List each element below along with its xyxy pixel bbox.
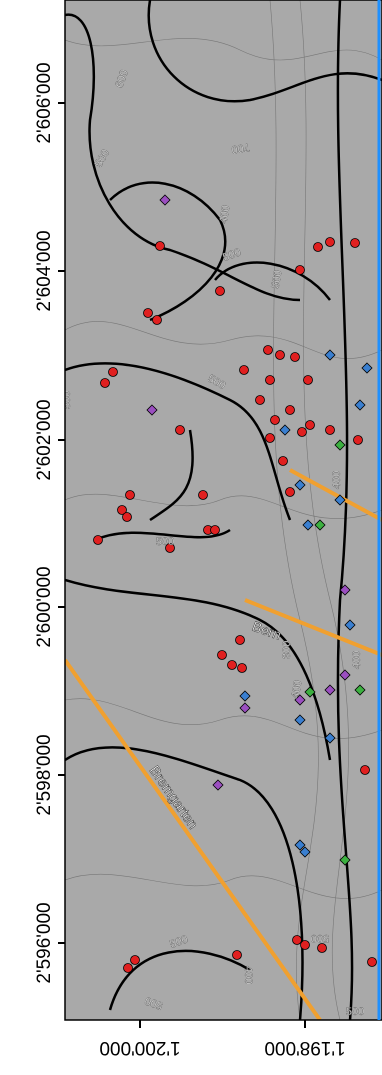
site-marker: [326, 426, 335, 435]
site-marker: [123, 513, 132, 522]
site-marker: [131, 956, 140, 965]
y-tick-label: 2'600'000: [34, 566, 55, 647]
contour-label: 400: [242, 966, 254, 984]
site-marker: [101, 379, 110, 388]
contour-label: 400: [351, 651, 363, 669]
site-marker: [361, 766, 370, 775]
contour-label: 300: [281, 641, 293, 659]
site-marker: [199, 491, 208, 500]
contour-label: 500: [311, 932, 329, 944]
site-marker: [326, 238, 335, 247]
site-marker: [351, 239, 360, 248]
x-axis: 1'200'000 1'198'000: [99, 1020, 345, 1058]
relief: [65, 0, 382, 1020]
site-marker: [368, 958, 377, 967]
site-marker: [238, 664, 247, 673]
site-marker: [266, 376, 275, 385]
contour-label: 400: [331, 471, 343, 489]
site-marker: [301, 941, 310, 950]
site-marker: [216, 287, 225, 296]
site-marker: [176, 426, 185, 435]
site-marker: [304, 376, 313, 385]
site-marker: [126, 491, 135, 500]
site-marker: [306, 421, 315, 430]
site-marker: [228, 661, 237, 670]
page: 6005007004005005005005004005004003004005…: [0, 0, 382, 1075]
y-tick-label: 2'602'000: [34, 399, 55, 480]
site-marker: [109, 368, 118, 377]
x-tick-label: 1'200'000: [99, 1037, 180, 1058]
y-tick-label: 2'598'000: [34, 734, 55, 815]
site-marker: [354, 436, 363, 445]
site-marker: [286, 488, 295, 497]
site-marker: [236, 636, 245, 645]
site-marker: [296, 266, 305, 275]
site-marker: [156, 242, 165, 251]
site-marker: [271, 416, 280, 425]
site-marker: [211, 526, 220, 535]
site-marker: [276, 351, 285, 360]
site-marker: [94, 536, 103, 545]
x-tick-label: 1'198'000: [264, 1037, 345, 1058]
site-marker: [256, 396, 265, 405]
y-tick-label: 2'604'000: [34, 230, 55, 311]
site-marker: [240, 366, 249, 375]
site-marker: [286, 406, 295, 415]
site-marker: [279, 457, 288, 466]
site-marker: [153, 316, 162, 325]
contour-label: 500: [346, 1006, 364, 1018]
site-marker: [144, 309, 153, 318]
site-marker: [233, 951, 242, 960]
map-figure: 6005007004005005005005004005004003004005…: [0, 0, 382, 1075]
y-tick-label: 2'606'000: [34, 62, 55, 143]
site-marker: [314, 243, 323, 252]
site-marker: [264, 346, 273, 355]
contour-label: 500: [156, 536, 174, 548]
site-marker: [218, 651, 227, 660]
site-marker: [298, 428, 307, 437]
y-axis: 2'606'000 2'604'000 2'602'000 2'600'000 2'59…: [34, 62, 65, 983]
site-marker: [293, 936, 302, 945]
y-tick-label: 2'596'000: [34, 902, 55, 983]
site-marker: [291, 353, 300, 362]
site-marker: [266, 434, 275, 443]
site-marker: [124, 964, 133, 973]
contour-label: 500: [61, 391, 73, 409]
